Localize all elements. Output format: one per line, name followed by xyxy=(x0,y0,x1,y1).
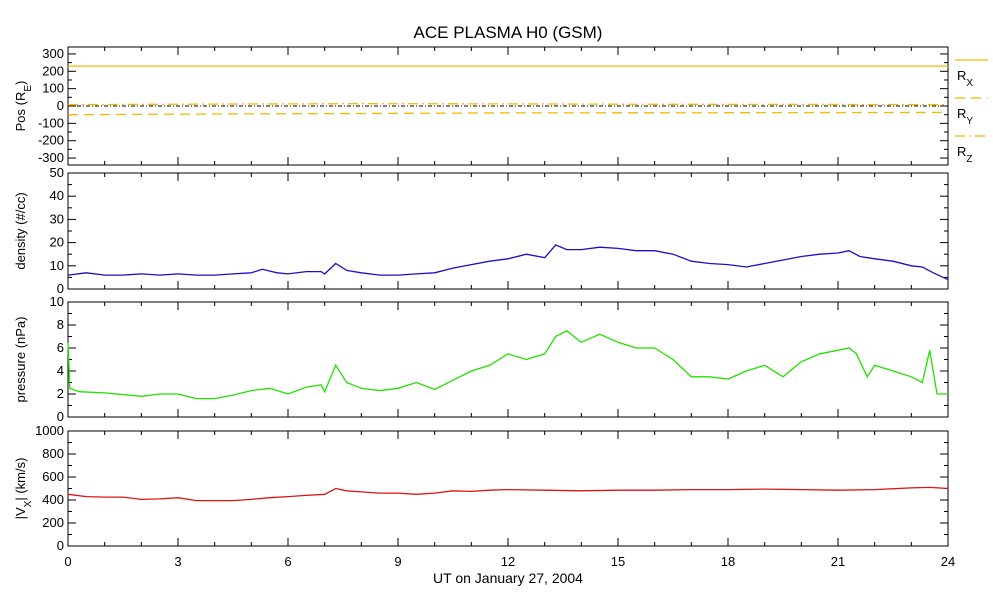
x-tick-label: 6 xyxy=(284,554,291,569)
y-tick-label-density: 30 xyxy=(50,211,64,226)
plot-frame-pressure xyxy=(67,301,949,418)
x-tick-label: 24 xyxy=(941,554,955,569)
y-tick-label-velocity: 600 xyxy=(42,469,64,484)
y-tick-label-position: 100 xyxy=(42,81,64,96)
y-tick-label-velocity: 200 xyxy=(42,515,64,530)
series-line-pressure xyxy=(67,330,948,400)
y-tick-label-pressure: 6 xyxy=(57,340,64,355)
series-line-velocity xyxy=(67,486,949,502)
panel-position: 300 200 100 0 -100 -200 -300 Pos (RE) RX RY RZ xyxy=(13,46,988,166)
y-axis-label-velocity: |VX| (km/s) xyxy=(13,458,34,520)
y-tick-label-position: -300 xyxy=(38,150,64,165)
y-tick-label-pressure: 10 xyxy=(50,294,64,309)
x-tick-label: 12 xyxy=(501,554,515,569)
y-tick-label-position: 0 xyxy=(57,98,64,113)
y-tick-label-density: 20 xyxy=(50,235,64,250)
panel-density: 50 40 30 20 10 0 density (#/cc) xyxy=(13,165,949,296)
y-tick-label-position: -100 xyxy=(38,115,64,130)
x-tick-label: 0 xyxy=(64,554,71,569)
y-tick-label-position: -200 xyxy=(38,133,64,148)
y-tick-label-density: 40 xyxy=(50,188,64,203)
y-tick-label-velocity: 0 xyxy=(57,538,64,553)
plot-frame-velocity xyxy=(67,430,949,547)
series-line-position-y xyxy=(67,111,949,116)
panel-pressure: 10 8 6 4 2 0 pressure (nPa) xyxy=(13,294,949,424)
legend-label-x: RX xyxy=(957,68,973,89)
chart-title: ACE PLASMA H0 (GSM) xyxy=(414,23,603,42)
plot-frame-density xyxy=(67,172,949,290)
y-axis-label-pressure: pressure (nPa) xyxy=(13,317,28,403)
y-tick-label-pressure: 2 xyxy=(57,386,64,401)
y-tick-label-position: 300 xyxy=(42,46,64,61)
y-tick-label-position: 200 xyxy=(42,63,64,78)
y-tick-label-pressure: 8 xyxy=(57,317,64,332)
legend-label-z: RZ xyxy=(957,144,973,165)
series-line-density xyxy=(67,244,949,281)
panel-velocity: 1000 800 600 400 200 0 |VX| (km/s) 0 3 6 9 12 15 18 21… xyxy=(13,423,955,569)
x-tick-label: 21 xyxy=(831,554,845,569)
y-tick-label-density: 10 xyxy=(50,258,64,273)
y-tick-label-pressure: 4 xyxy=(57,363,64,378)
x-tick-label: 15 xyxy=(611,554,625,569)
y-tick-label-velocity: 1000 xyxy=(35,423,64,438)
y-axis-label-density: density (#/cc) xyxy=(13,192,28,269)
legend-label-y: RY xyxy=(957,106,973,127)
series-line-position-z xyxy=(67,103,949,106)
y-tick-label-density: 50 xyxy=(50,165,64,180)
y-axis-label-position: Pos (RE) xyxy=(13,81,34,132)
x-tick-label: 3 xyxy=(174,554,181,569)
y-tick-label-pressure: 0 xyxy=(57,409,64,424)
x-axis-label: UT on January 27, 2004 xyxy=(433,570,583,586)
y-tick-label-velocity: 800 xyxy=(42,446,64,461)
x-tick-label: 18 xyxy=(721,554,735,569)
y-tick-label-density: 0 xyxy=(57,281,64,296)
x-tick-label: 9 xyxy=(394,554,401,569)
y-tick-label-velocity: 400 xyxy=(42,492,64,507)
legend: RX RY RZ xyxy=(955,59,988,165)
